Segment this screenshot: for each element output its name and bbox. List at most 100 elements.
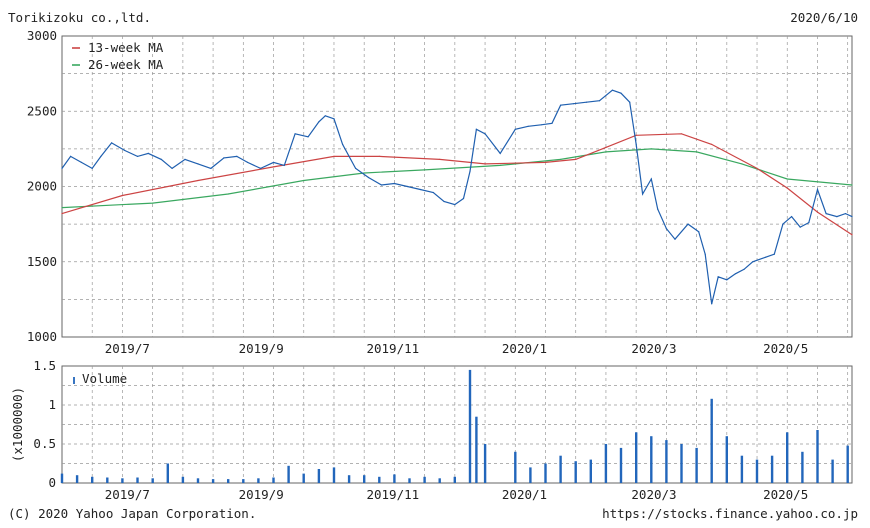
- price-line-point: [333, 118, 335, 120]
- ma13-line-point: [756, 167, 758, 169]
- ma13-line-point: [272, 166, 275, 168]
- volume-x-tick-label: 2020/1: [502, 487, 547, 502]
- price-line-point: [657, 208, 659, 210]
- ma26-line-point: [424, 169, 426, 171]
- volume-bar: [60, 473, 64, 483]
- volume-bar: [393, 474, 396, 483]
- ma26-line-point: [696, 151, 698, 153]
- chart-date: 2020/6/10: [790, 10, 858, 25]
- price-line-point: [635, 143, 637, 145]
- volume-bar: [423, 476, 426, 483]
- volume-bar: [483, 444, 487, 483]
- volume-bar: [619, 447, 623, 483]
- volume-y-tick-label: 1: [48, 397, 56, 412]
- price-line-point: [432, 191, 434, 194]
- volume-bar: [453, 476, 456, 483]
- ma26-line-point: [851, 184, 853, 186]
- price-line-point: [223, 157, 225, 159]
- price-line-point: [791, 216, 793, 218]
- price-line-point: [61, 167, 63, 169]
- price-line-point: [598, 100, 601, 102]
- price-line-point: [469, 170, 471, 172]
- price-y-tick-label: 2500: [27, 103, 57, 118]
- price-line-point: [111, 142, 113, 144]
- price-line-point: [367, 176, 370, 179]
- price-line-point: [124, 149, 126, 151]
- volume-x-tick-label: 2020/5: [763, 487, 808, 502]
- volume-bar: [544, 463, 547, 483]
- source-url: https://stocks.finance.yahoo.co.jp: [602, 506, 858, 521]
- ma13-line-point: [378, 155, 380, 157]
- volume-bar: [846, 445, 849, 483]
- price-line-point: [443, 200, 445, 203]
- volume-bar: [166, 463, 169, 483]
- ma13-line-point: [635, 134, 637, 136]
- ma13-line-point: [605, 146, 607, 148]
- price-line-point: [462, 197, 465, 200]
- company-name: Torikizoku co.,ltd.: [8, 10, 151, 25]
- volume-bar: [317, 469, 321, 483]
- volume-bar: [91, 476, 94, 483]
- price-x-tick-label: 2020/1: [502, 341, 547, 356]
- volume-bar: [106, 477, 109, 483]
- volume-bar: [831, 459, 834, 483]
- price-line-point: [514, 128, 516, 130]
- price-line-point: [355, 167, 357, 169]
- ma13-line-point: [61, 213, 63, 215]
- ma26-line-point: [605, 151, 607, 153]
- price-line-point: [318, 121, 320, 123]
- price-line-point: [406, 185, 408, 188]
- price-line-point: [551, 122, 553, 124]
- volume-bar: [740, 455, 744, 483]
- volume-bar: [755, 459, 759, 483]
- ma26-line-point: [741, 163, 743, 165]
- volume-bar: [514, 451, 517, 483]
- volume-x-tick-label: 2020/3: [631, 487, 676, 502]
- volume-bar: [302, 473, 305, 483]
- price-line-point: [734, 273, 737, 275]
- volume-bar: [650, 436, 653, 483]
- volume-x-tick-label: 2019/11: [366, 487, 419, 502]
- volume-bar: [181, 476, 185, 483]
- price-line-point: [499, 152, 501, 154]
- price-line-point: [380, 184, 383, 186]
- volume-bar: [468, 369, 472, 483]
- price-line-point: [247, 161, 249, 163]
- price-y-tick-label: 2000: [27, 179, 57, 194]
- price-line-point: [160, 158, 162, 160]
- price-line-point: [836, 216, 838, 218]
- volume-axis-label: (x1000000): [10, 387, 25, 462]
- price-line-point: [665, 228, 668, 230]
- price-line-point: [171, 167, 173, 169]
- price-line-point: [726, 279, 728, 281]
- price-line-point: [717, 276, 719, 278]
- volume-bar: [438, 478, 441, 483]
- price-line-point: [825, 213, 827, 215]
- price-line-point: [573, 103, 575, 105]
- price-line-point: [773, 253, 775, 255]
- volume-bar: [695, 447, 698, 483]
- volume-bar: [408, 478, 411, 483]
- ma13-line-point: [484, 163, 486, 165]
- ma13-line-point: [333, 155, 335, 157]
- volume-bar: [332, 467, 336, 483]
- ma13-line-point: [680, 133, 683, 135]
- ma26-line-point: [560, 158, 562, 160]
- price-line-point: [642, 193, 644, 195]
- price-line-point: [236, 155, 238, 157]
- volume-y-tick-label: 0.5: [33, 436, 56, 451]
- price-line-point: [272, 161, 275, 163]
- price-line-point: [307, 136, 309, 138]
- price-line-point: [147, 152, 149, 154]
- volume-bar: [816, 430, 819, 483]
- ma26-line-point: [152, 202, 154, 204]
- volume-plot-area: [61, 365, 853, 484]
- volume-bar: [665, 440, 668, 483]
- volume-bar: [227, 479, 230, 483]
- volume-bar: [604, 444, 608, 483]
- price-line-point: [844, 213, 847, 215]
- price-line-point: [611, 89, 614, 91]
- price-y-tick-label: 1500: [27, 254, 57, 269]
- price-line-point: [136, 155, 139, 157]
- ma13-line-point: [439, 158, 441, 160]
